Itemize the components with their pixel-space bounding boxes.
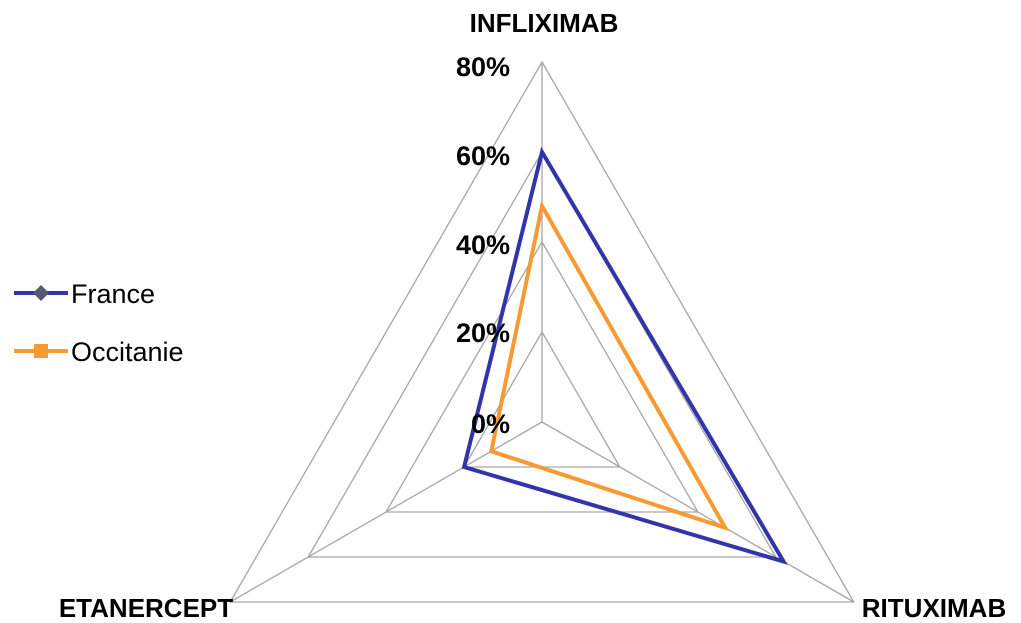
tick-label-40: 40% xyxy=(456,230,510,260)
series-line-france xyxy=(461,146,788,565)
radar-series xyxy=(461,146,788,565)
grid-ring-2 xyxy=(384,240,700,513)
tick-label-0: 0% xyxy=(471,409,510,439)
tick-label-80: 80% xyxy=(456,52,510,82)
spoke-rituximab xyxy=(541,421,855,603)
grid-ring-4 xyxy=(229,60,855,603)
legend: France Occitanie xyxy=(14,279,184,367)
tick-label-60: 60% xyxy=(456,141,510,171)
tick-label-20: 20% xyxy=(456,318,510,348)
axis-label-infliximab: INFLIXIMAB xyxy=(470,8,619,38)
series-line-occitanie xyxy=(488,200,730,532)
legend-marker-occitanie xyxy=(34,344,48,358)
legend-item-occitanie: Occitanie xyxy=(14,337,184,367)
axis-label-rituximab: RITUXIMAB xyxy=(862,593,1006,623)
grid-ring-3 xyxy=(307,150,777,558)
legend-marker-france xyxy=(33,285,49,301)
legend-label-france: France xyxy=(71,279,155,309)
legend-item-france: France xyxy=(14,279,155,309)
legend-label-occitanie: Occitanie xyxy=(71,337,184,367)
axis-label-etanercept: ETANERCEPT xyxy=(59,593,233,623)
